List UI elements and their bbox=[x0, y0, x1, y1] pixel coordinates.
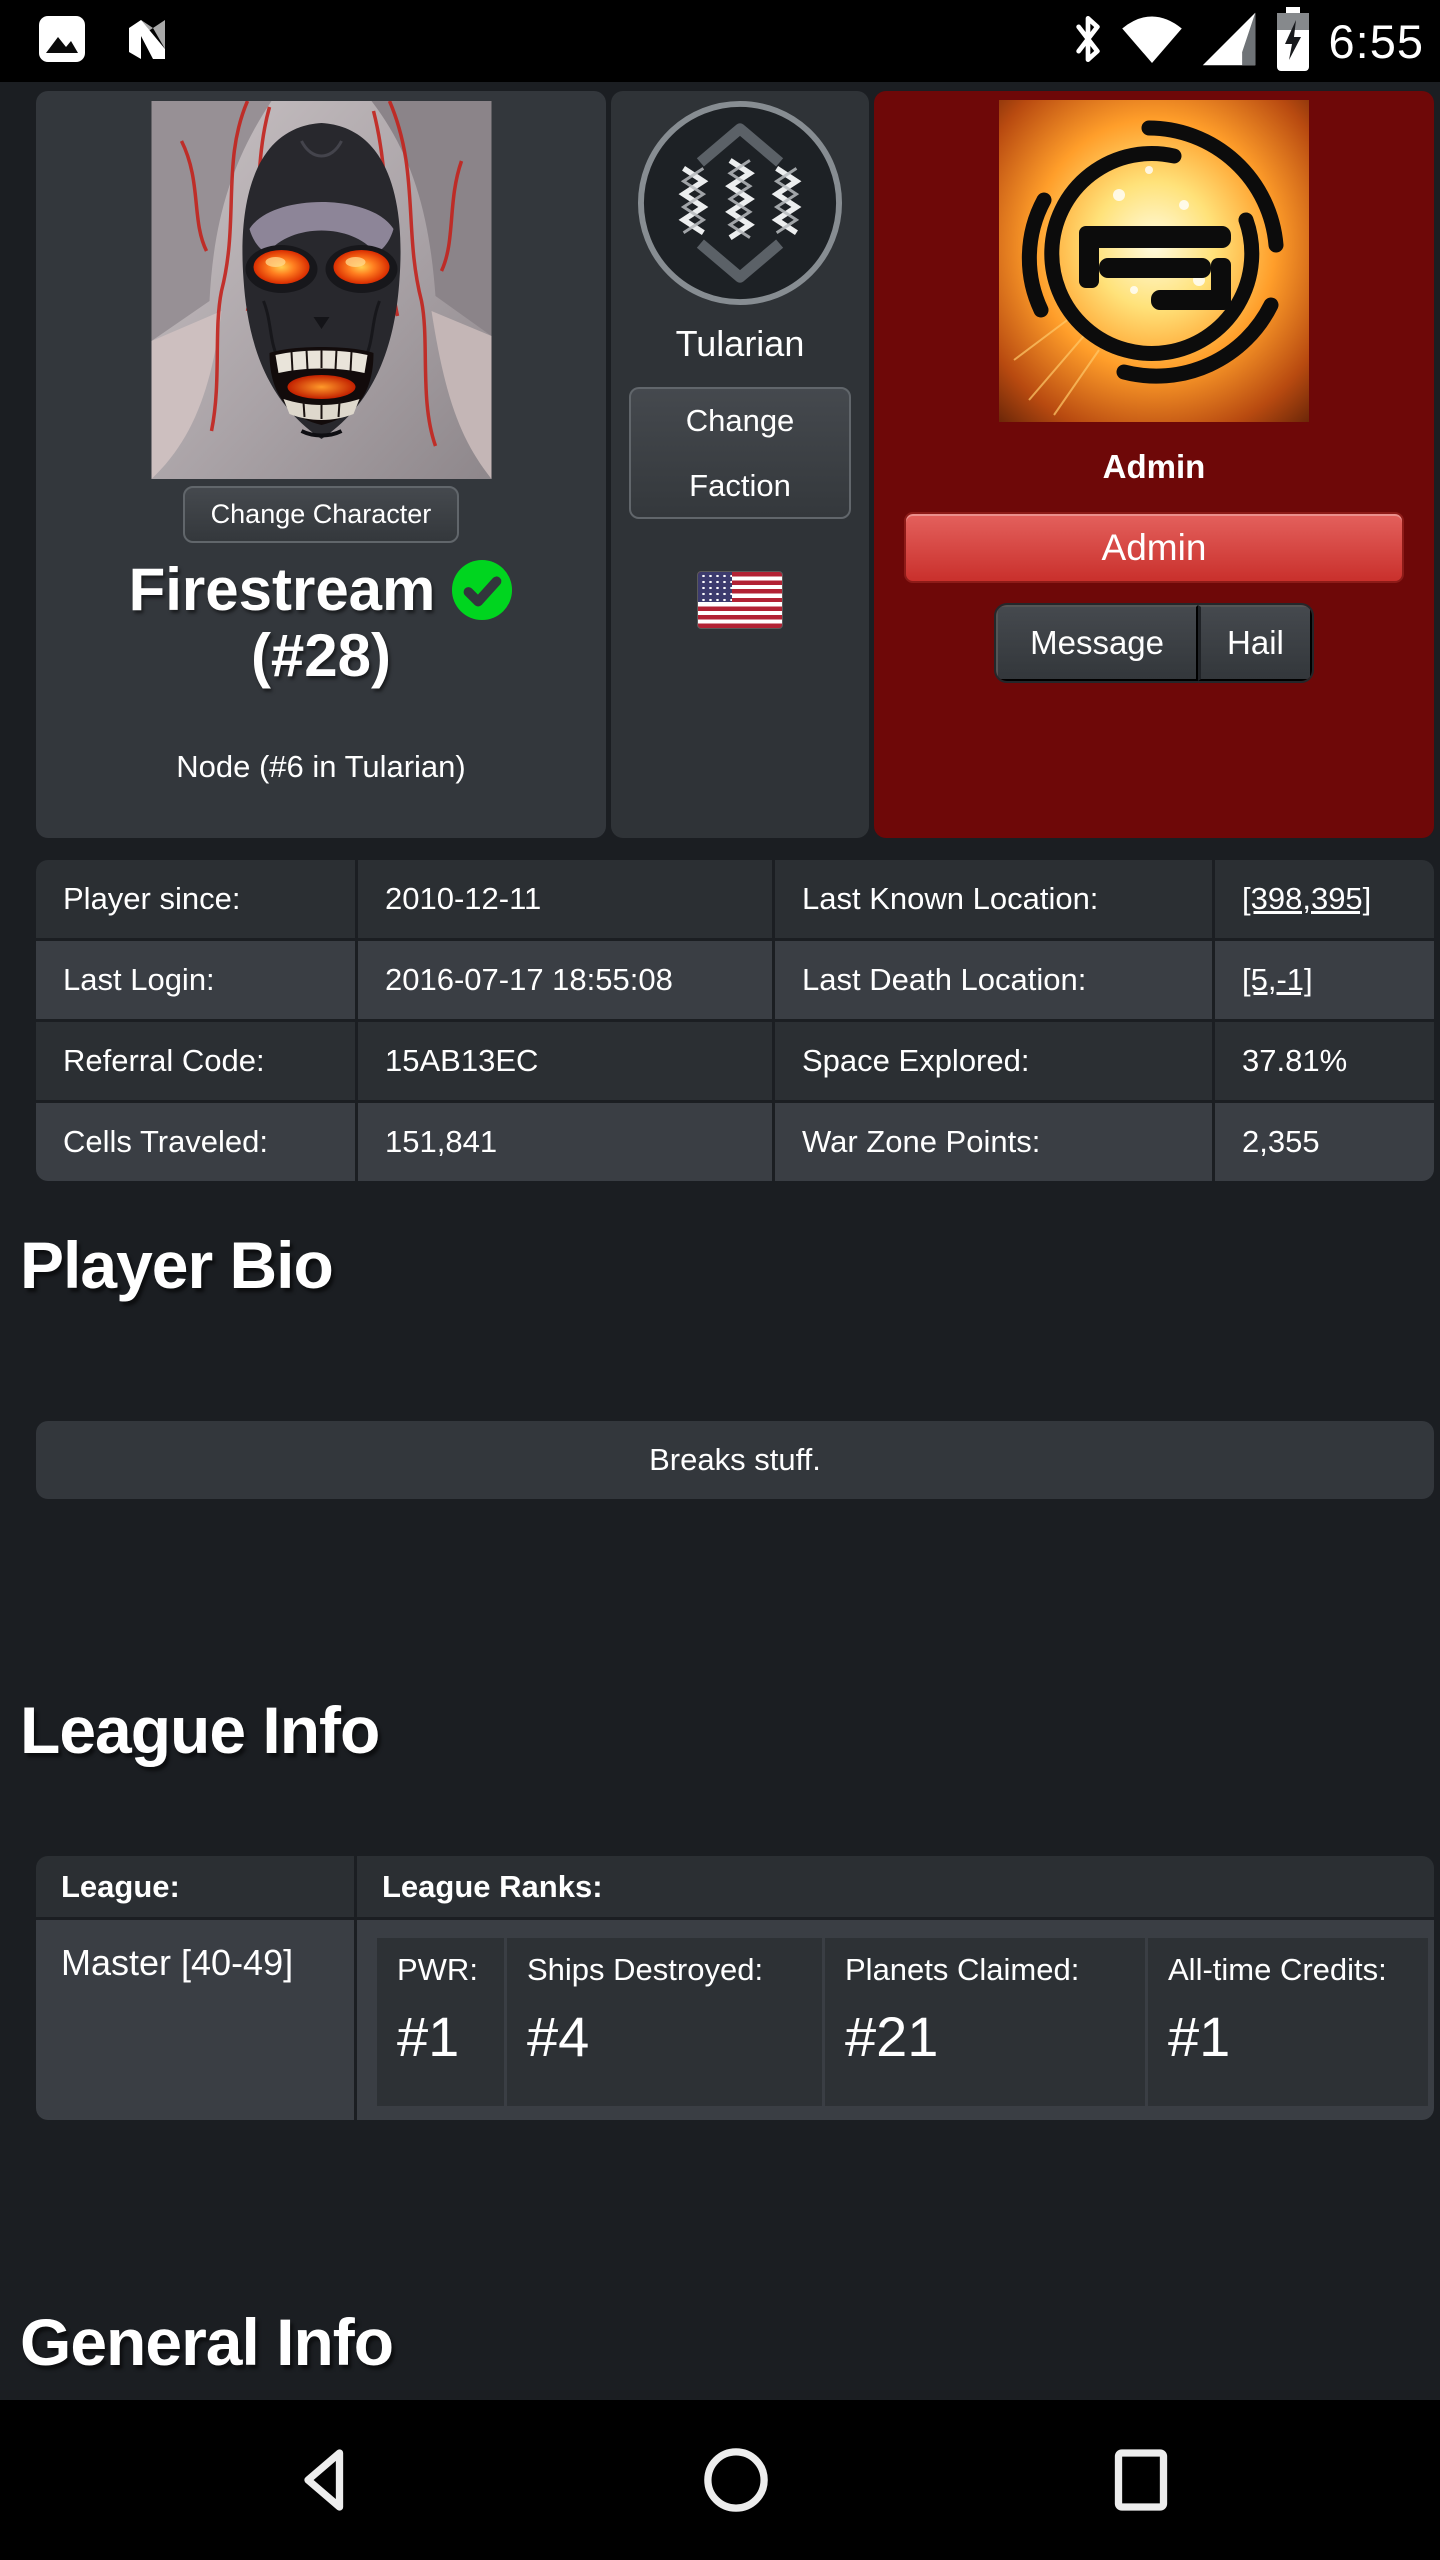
stat-label: Space Explored: bbox=[775, 1022, 1212, 1100]
us-flag-canton bbox=[698, 572, 732, 602]
last-known-location-link[interactable]: [398,395] bbox=[1242, 881, 1372, 916]
rank-label: Planets Claimed: bbox=[845, 1952, 1080, 1987]
player-stats-table: Player since: 2010-12-11 Last Known Loca… bbox=[36, 860, 1434, 1181]
message-hail-group: Message Hail bbox=[994, 603, 1314, 683]
stat-label: Last Login: bbox=[36, 941, 355, 1019]
stat-value: 15AB13EC bbox=[358, 1022, 772, 1100]
rank-label: Ships Destroyed: bbox=[527, 1952, 764, 1987]
status-bar-left bbox=[38, 15, 172, 68]
change-faction-line2: Faction bbox=[689, 468, 791, 503]
league-value: Master [40-49] bbox=[36, 1920, 354, 2120]
last-death-location-link[interactable]: [5,-1] bbox=[1242, 962, 1313, 997]
league-ranks-column-header: League Ranks: bbox=[357, 1856, 1434, 1917]
faction-card: Tularian Change Faction bbox=[611, 91, 869, 838]
clock-time: 6:55 bbox=[1328, 14, 1424, 68]
tularian-faction-emblem bbox=[636, 99, 844, 307]
stat-value: 2,355 bbox=[1215, 1103, 1434, 1181]
league-ranks-grid: PWR: #1 Ships Destroyed: #4 Planets Clai… bbox=[377, 1938, 1428, 2106]
faction-name: Tularian bbox=[675, 323, 805, 364]
status-bar-right: 6:55 bbox=[1073, 6, 1424, 76]
change-faction-button[interactable]: Change Faction bbox=[629, 387, 851, 519]
rank-value: #4 bbox=[527, 2005, 590, 2068]
android-nougat-icon bbox=[120, 15, 172, 68]
stat-label: Cells Traveled: bbox=[36, 1103, 355, 1181]
wifi-icon bbox=[1121, 15, 1183, 68]
alliance-card: Admin Admin Message Hail bbox=[874, 91, 1434, 838]
stat-value: 151,841 bbox=[358, 1103, 772, 1181]
player-node-line: Node (#6 in Tularian) bbox=[176, 749, 466, 784]
character-portrait-image bbox=[151, 101, 492, 479]
hail-button[interactable]: Hail bbox=[1198, 605, 1312, 681]
android-nav-bar bbox=[0, 2400, 1440, 2560]
alliance-logo bbox=[999, 100, 1309, 422]
player-bio-text: Breaks stuff. bbox=[36, 1421, 1434, 1499]
league-ranks-cell: PWR: #1 Ships Destroyed: #4 Planets Clai… bbox=[357, 1920, 1434, 2120]
stat-value: 2010-12-11 bbox=[358, 860, 772, 938]
us-flag-icon bbox=[697, 571, 783, 629]
general-info-heading: General Info bbox=[20, 2305, 394, 2379]
rank-cell-ships-destroyed: Ships Destroyed: #4 bbox=[507, 1938, 822, 2106]
rank-label: All-time Credits: bbox=[1168, 1952, 1387, 1987]
rank-value: #21 bbox=[845, 2005, 939, 2068]
stat-label: Last Death Location: bbox=[775, 941, 1212, 1019]
bluetooth-icon bbox=[1073, 10, 1103, 73]
recents-icon[interactable] bbox=[1105, 2444, 1177, 2516]
verified-check-icon bbox=[451, 559, 513, 621]
back-icon[interactable] bbox=[290, 2444, 362, 2516]
rank-value: #1 bbox=[397, 2005, 460, 2068]
profile-row: Change Character Firestream (#28) Node (… bbox=[36, 91, 1434, 838]
cell-signal-icon bbox=[1201, 11, 1257, 72]
stat-label: Last Known Location: bbox=[775, 860, 1212, 938]
rank-cell-pwr: PWR: #1 bbox=[377, 1938, 504, 2106]
stat-label: Referral Code: bbox=[36, 1022, 355, 1100]
stat-label: Player since: bbox=[36, 860, 355, 938]
home-icon[interactable] bbox=[700, 2444, 772, 2516]
player-name: Firestream bbox=[128, 556, 436, 623]
stat-value: 37.81% bbox=[1215, 1022, 1434, 1100]
change-character-button[interactable]: Change Character bbox=[182, 486, 460, 543]
league-table: League: League Ranks: Master [40-49] PWR… bbox=[36, 1856, 1434, 2120]
player-bio-heading: Player Bio bbox=[20, 1228, 334, 1302]
character-card: Change Character Firestream (#28) Node (… bbox=[36, 91, 606, 838]
alliance-name: Admin bbox=[1102, 448, 1206, 485]
rank-label: PWR: bbox=[397, 1952, 478, 1987]
message-button[interactable]: Message bbox=[996, 605, 1199, 681]
rank-cell-planets-claimed: Planets Claimed: #21 bbox=[825, 1938, 1145, 2106]
stat-label: War Zone Points: bbox=[775, 1103, 1212, 1181]
league-info-heading: League Info bbox=[20, 1693, 380, 1767]
rank-cell-alltime-credits: All-time Credits: #1 bbox=[1148, 1938, 1428, 2106]
league-column-header: League: bbox=[36, 1856, 354, 1917]
status-bar: 6:55 bbox=[0, 0, 1440, 82]
stat-value: 2016-07-17 18:55:08 bbox=[358, 941, 772, 1019]
photos-icon bbox=[38, 15, 86, 68]
rank-value: #1 bbox=[1168, 2005, 1231, 2068]
player-id: (#28) bbox=[250, 622, 392, 689]
change-faction-line1: Change bbox=[685, 403, 795, 438]
battery-charging-icon bbox=[1275, 6, 1311, 76]
player-name-line: Firestream bbox=[129, 557, 514, 623]
admin-button[interactable]: Admin bbox=[904, 512, 1404, 583]
